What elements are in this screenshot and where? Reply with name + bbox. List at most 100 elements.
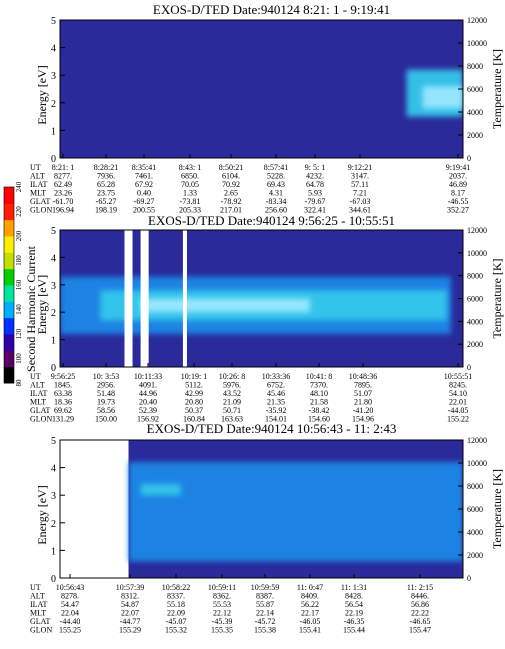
y-tick-label: 1 (51, 546, 56, 557)
orbit-value: 344.61 (349, 206, 371, 215)
orbit-value: 8245. (449, 381, 467, 390)
colorbar-tick-label: 140 (15, 304, 23, 315)
orbit-value: 10:33:36 (262, 372, 290, 381)
y2-tick-label: 8000 (467, 272, 483, 281)
orbit-value: 8337. (167, 592, 185, 601)
y2-tick-label: 0 (467, 154, 471, 163)
y2-tick-label: 12000 (467, 226, 487, 235)
orbit-value: 8:35:41 (132, 163, 156, 172)
orbit-value: 10:11:33 (134, 372, 162, 381)
orbit-value: 8362. (213, 592, 231, 601)
orbit-table: UT 9:56:25 10: 3:53 10:11:33 10:19: 1 10:26: … (30, 372, 472, 424)
data-gap (182, 230, 187, 367)
orbit-value: 57.11 (351, 180, 369, 189)
orbit-value: 11: 1:31 (341, 583, 367, 592)
colorbar-segment (4, 187, 14, 204)
intensity-band (422, 86, 463, 109)
orbit-value: -44.05 (448, 406, 469, 415)
orbit-value: 7.21 (353, 189, 367, 198)
orbit-value: 10:57:39 (116, 583, 144, 592)
y2-axis-label: Temperature [K] (490, 49, 504, 129)
orbit-value: 0.40 (137, 189, 151, 198)
colorbar-segment (4, 268, 14, 286)
y2-tick-label: 6000 (467, 295, 483, 304)
orbit-value: 155.38 (254, 626, 276, 635)
y-tick-label: 3 (51, 71, 56, 82)
y2-tick-label: 2000 (467, 131, 483, 140)
orbit-value: -46.55 (448, 197, 469, 206)
orbit-value: -46.35 (344, 617, 365, 626)
orbit-value: 69.62 (54, 406, 72, 415)
orbit-value: 45.46 (267, 389, 285, 398)
orbit-value: 65.28 (97, 180, 115, 189)
orbit-row-label: MLT (30, 189, 46, 198)
orbit-value: 62.49 (54, 180, 72, 189)
colorbar-segment (4, 285, 14, 302)
orbit-row-label: GLAT (30, 406, 51, 415)
y2-tick-label: 6000 (467, 85, 483, 94)
orbit-value: 56.86 (411, 600, 429, 609)
orbit-value: 155.44 (343, 626, 365, 635)
orbit-value: 131.29 (52, 415, 74, 424)
orbit-value: 6850. (181, 172, 199, 181)
features (60, 230, 451, 367)
orbit-value: 4.31 (269, 189, 283, 198)
orbit-value: 163.63 (221, 415, 243, 424)
y-tick-label: 0 (51, 154, 56, 165)
orbit-value: 196.94 (52, 206, 74, 215)
orbit-value: 21.35 (267, 398, 285, 407)
y-tick-label: 4 (51, 253, 56, 264)
colorbar-tick-label: 240 (15, 181, 23, 192)
colorbar-segment (4, 317, 14, 335)
y2-tick-label: 12000 (467, 16, 487, 25)
orbit-value: 44.96 (139, 389, 157, 398)
orbit-value: -69.27 (134, 197, 155, 206)
orbit-value: 8312. (121, 592, 139, 601)
orbit-row-label: GLON (30, 626, 52, 635)
orbit-value: 50.37 (185, 406, 203, 415)
orbit-row-label: GLON (30, 415, 52, 424)
y-tick-label: 2 (51, 308, 56, 319)
y-tick-label: 5 (51, 226, 56, 237)
colorbar-segment (4, 203, 14, 221)
orbit-value: 198.19 (95, 206, 117, 215)
orbit-value: -61.70 (53, 197, 74, 206)
orbit-value: 154.60 (308, 415, 330, 424)
colorbar-segment (4, 334, 14, 351)
orbit-value: 64.78 (306, 180, 324, 189)
orbit-value: 46.89 (449, 180, 467, 189)
orbit-value: 5228. (267, 172, 285, 181)
orbit-value: 5112. (185, 381, 203, 390)
y2-tick-label: 10000 (467, 249, 487, 258)
y2-tick-label: 4000 (467, 108, 483, 117)
y2-axis-label: Temperature [K] (490, 258, 504, 338)
orbit-value: 8:28:21 (94, 163, 118, 172)
orbit-value: -46.05 (300, 617, 321, 626)
orbit-value: 9:12:21 (348, 163, 372, 172)
orbit-value: 156.92 (137, 415, 159, 424)
orbit-value: 18.36 (54, 398, 72, 407)
orbit-value: 1.33 (183, 189, 197, 198)
orbit-value: 22.07 (121, 609, 139, 618)
orbit-value: 54.10 (449, 389, 467, 398)
y2-tick-label: 0 (467, 574, 471, 583)
colorbar-tick-label: 100 (15, 353, 23, 364)
y-tick-label: 5 (51, 16, 56, 27)
orbit-value: 70.92 (222, 180, 240, 189)
orbit-value: 10:48:36 (349, 372, 377, 381)
orbit-value: 6752. (267, 381, 285, 390)
orbit-value: 21.09 (223, 398, 241, 407)
orbit-value: 22.14 (256, 609, 274, 618)
orbit-value: -45.39 (212, 617, 233, 626)
orbit-value: 155.25 (59, 626, 81, 635)
orbit-value: 67.92 (135, 180, 153, 189)
orbit-value: 10:56:43 (56, 583, 84, 592)
orbit-value: 352.27 (447, 206, 469, 215)
orbit-row-label: ALT (30, 381, 45, 390)
orbit-value: 69.43 (267, 180, 285, 189)
orbit-value: 8446. (411, 592, 429, 601)
orbit-value: 9:56:25 (51, 372, 75, 381)
y-tick-label: 4 (51, 44, 56, 55)
orbit-value: 42.99 (185, 389, 203, 398)
colorbar-label: Second Harmonic Current (24, 245, 38, 372)
